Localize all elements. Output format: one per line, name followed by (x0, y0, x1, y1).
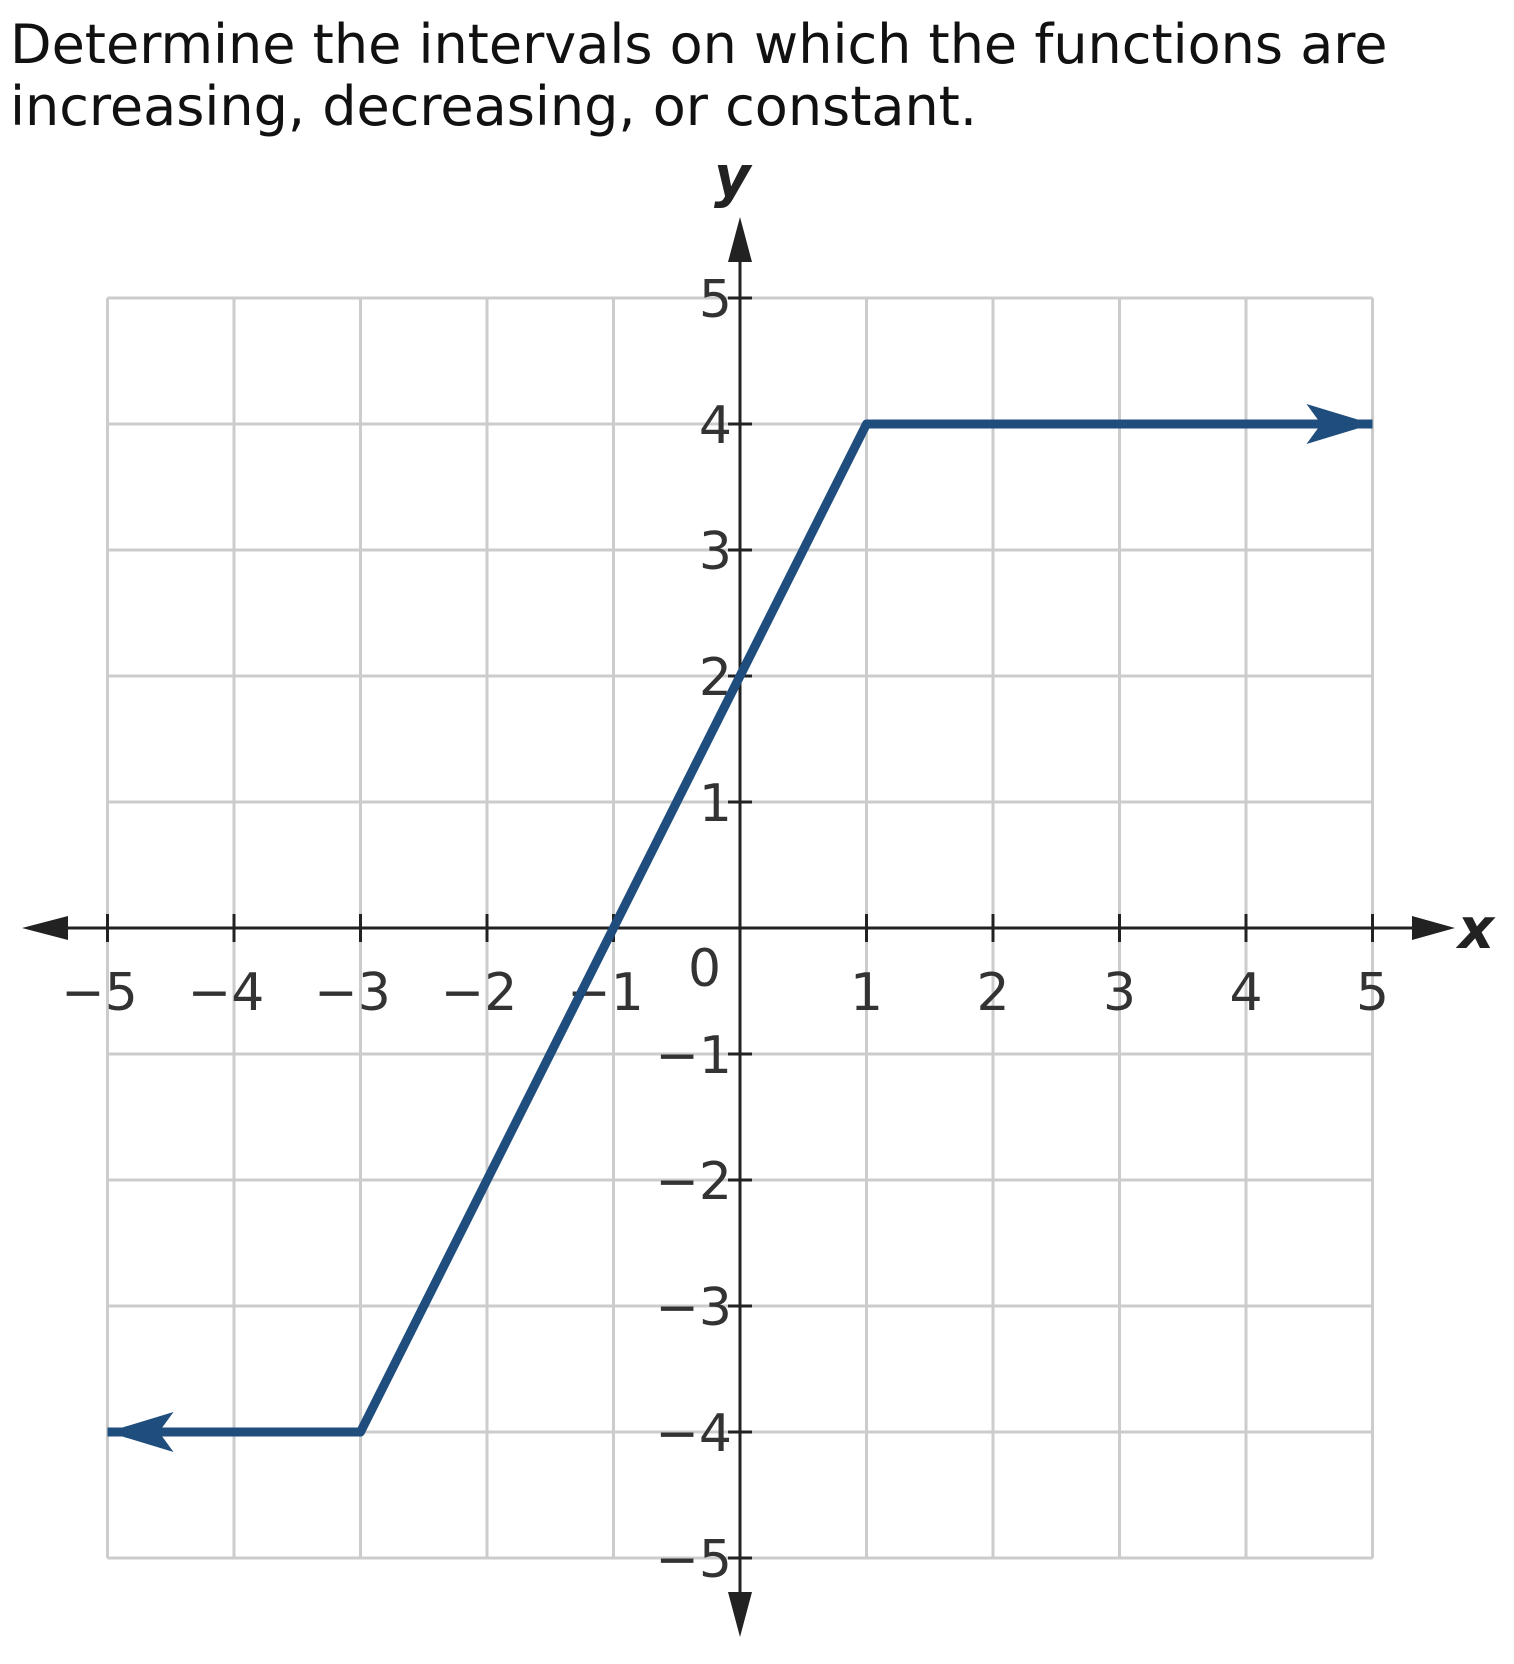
origin-label: 0 (688, 939, 721, 999)
function-arrowhead (107, 1412, 174, 1452)
x-tick-label: 3 (1103, 963, 1136, 1023)
x-tick-label: 5 (1356, 963, 1389, 1023)
y-tick-label: 5 (699, 270, 732, 330)
axes: x y 0 (22, 145, 1496, 1637)
x-tick-label: 2 (976, 963, 1009, 1023)
x-axis-label: x (1455, 897, 1496, 962)
x-tick-label: 4 (1229, 963, 1262, 1023)
x-tick-label: −2 (441, 963, 518, 1023)
y-tick-label: −5 (655, 1530, 732, 1590)
series (107, 404, 1373, 1452)
y-tick-label: −2 (655, 1152, 732, 1212)
question-text: Determine the intervals on which the fun… (10, 13, 1388, 138)
y-tick-label: −3 (655, 1278, 732, 1338)
y-axis-arrow-down (728, 1592, 752, 1637)
y-tick-label: 4 (699, 396, 732, 456)
x-tick-label: 1 (850, 963, 883, 1023)
y-tick-label: −1 (655, 1026, 732, 1086)
x-tick-label: −5 (61, 963, 138, 1023)
y-axis-arrow-up (728, 217, 752, 262)
x-axis-arrow-left (22, 916, 68, 940)
x-tick-label: −4 (188, 963, 265, 1023)
function-line (107, 419, 1373, 1437)
y-axis-label: y (714, 145, 753, 210)
function-arrowhead (1306, 404, 1373, 444)
x-tick-label: −3 (314, 963, 391, 1023)
y-tick-label: 3 (699, 522, 732, 582)
x-axis-arrow-right (1412, 916, 1455, 940)
y-tick-label: 1 (699, 774, 732, 834)
y-tick-label: −4 (655, 1404, 732, 1464)
